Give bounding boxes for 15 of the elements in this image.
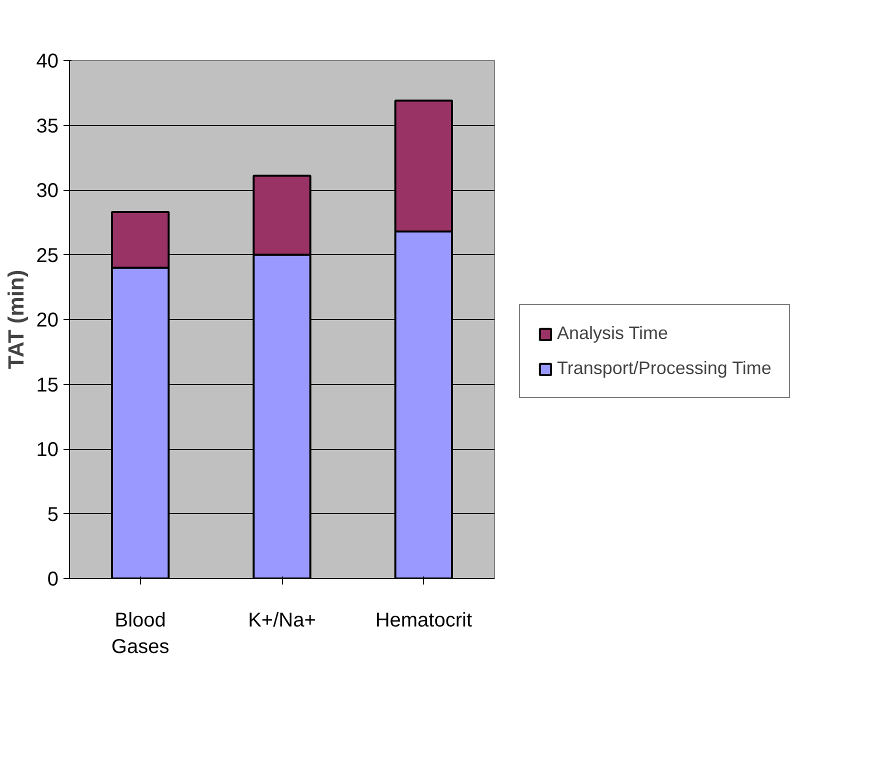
x-tick-label: Blood Gases	[111, 610, 170, 658]
y-tick-label: 40	[36, 50, 59, 72]
legend-label: Analysis Time	[557, 323, 668, 344]
y-tick-label: 15	[36, 374, 59, 396]
y-tick-label: 20	[36, 310, 59, 332]
x-tick-label: K+/Na+	[248, 610, 316, 632]
y-tick-label: 5	[47, 504, 58, 526]
y-tick-label: 25	[36, 244, 59, 267]
y-tick-label: 30	[36, 180, 59, 202]
y-tick-label: 10	[36, 439, 59, 461]
y-tick-label: 35	[36, 115, 59, 138]
y-axis-title: TAT (min)	[3, 270, 28, 370]
legend-label: Transport/Processing Time	[557, 358, 772, 379]
x-tick-label: Hematocrit	[375, 610, 472, 632]
y-tick-label: 0	[47, 568, 58, 590]
